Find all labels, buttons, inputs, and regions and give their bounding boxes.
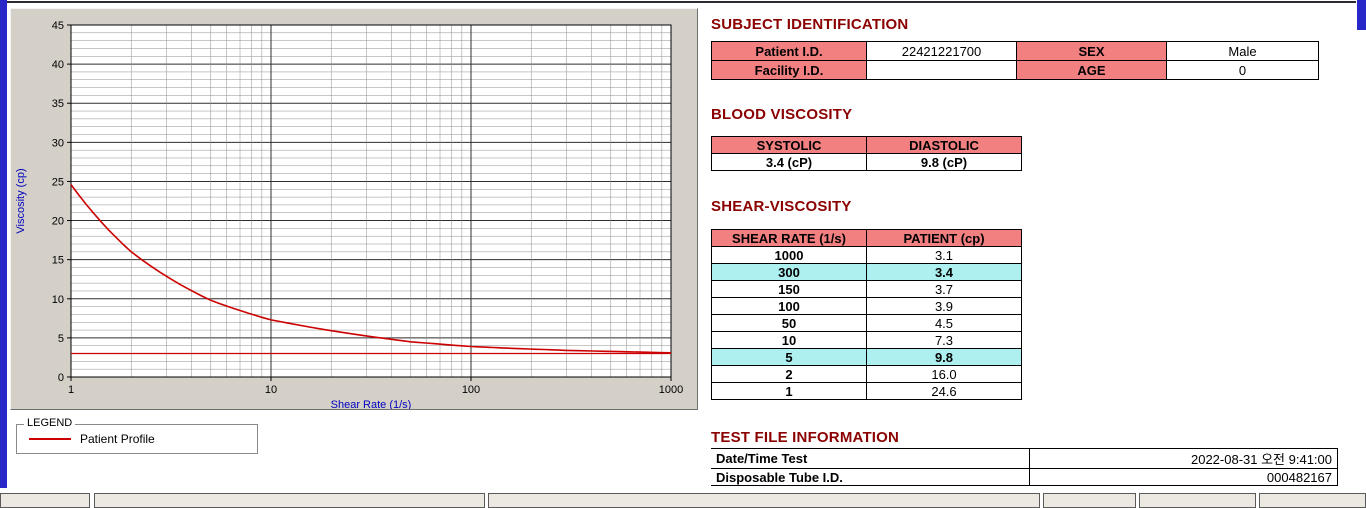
svg-text:1: 1 (68, 384, 74, 396)
test-file-information-title: TEST FILE INFORMATION (711, 429, 900, 446)
svg-text:20: 20 (52, 216, 64, 228)
svg-text:Viscosity (cp): Viscosity (cp) (15, 168, 27, 233)
patient-viscosity-cell: 3.7 (866, 280, 1022, 298)
field-label-cell: AGE (1016, 60, 1167, 80)
patient-profile-line-swatch (29, 438, 71, 440)
subject-identification-title: SUBJECT IDENTIFICATION (711, 16, 909, 33)
systolic-header-cell: SYSTOLIC (711, 136, 867, 154)
patient-viscosity-cell: 3.4 (866, 263, 1022, 281)
field-value-cell (866, 60, 1017, 80)
test-info-label-cell: Disposable Tube I.D. (711, 468, 1030, 486)
legend-title: LEGEND (24, 417, 76, 429)
test-info-value-cell: 000482167 (1029, 468, 1338, 486)
patient-viscosity-cell: 24.6 (866, 382, 1022, 400)
shear-row: 10 7.3 (711, 331, 1022, 349)
svg-text:5: 5 (58, 333, 64, 345)
subject-row: Facility I.D. AGE 0 (711, 60, 1319, 80)
test-info-value-cell: 2022-08-31 오전 9:41:00 (1029, 448, 1338, 469)
svg-text:10: 10 (52, 294, 64, 306)
shear-row: 100 3.9 (711, 297, 1022, 315)
field-label-cell: Patient I.D. (711, 41, 867, 61)
field-value-cell: 22421221700 (866, 41, 1017, 61)
diastolic-header-cell: DIASTOLIC (866, 136, 1022, 154)
field-value-cell: Male (1166, 41, 1319, 61)
patient-viscosity-cell: 3.1 (866, 246, 1022, 264)
svg-text:Shear Rate (1/s): Shear Rate (1/s) (331, 399, 412, 409)
diastolic-value-cell: 9.8 (cP) (866, 153, 1022, 171)
patient-viscosity-cell: 7.3 (866, 331, 1022, 349)
table-row: 3.4 (cP) 9.8 (cP) (711, 153, 1022, 171)
shear-row: 150 3.7 (711, 280, 1022, 298)
shear-rate-cell: 10 (711, 331, 867, 349)
subject-table: Patient I.D. 22421221700 SEX Male Facility I… (711, 41, 1319, 80)
svg-text:25: 25 (52, 176, 64, 188)
shear-row: 5 9.8 (711, 348, 1022, 366)
viscosity-chart-panel: 0 5 10 15 20 25 30 35 40 45 1 10 100 1000 Shear Rate (… (10, 8, 698, 410)
svg-text:0: 0 (58, 372, 64, 384)
patient-header-cell: PATIENT (cp) (866, 229, 1022, 247)
legend-row: Patient Profile (17, 425, 257, 453)
systolic-value-cell: 3.4 (cP) (711, 153, 867, 171)
table-row: SYSTOLIC DIASTOLIC (711, 136, 1022, 154)
shear-viscosity-title: SHEAR-VISCOSITY (711, 198, 852, 215)
shear-viscosity-table: SHEAR RATE (1/s) PATIENT (cp) 1000 3.1 300… (711, 229, 1022, 400)
bottom-bar-button[interactable] (1259, 493, 1366, 508)
svg-text:30: 30 (52, 137, 64, 149)
svg-text:35: 35 (52, 98, 64, 110)
shear-rate-cell: 50 (711, 314, 867, 332)
test-info-row: Date/Time Test 2022-08-31 오전 9:41:00 (711, 448, 1338, 469)
svg-text:1000: 1000 (659, 384, 683, 396)
shear-row: 1 24.6 (711, 382, 1022, 400)
blood-viscosity-title: BLOOD VISCOSITY (711, 106, 853, 123)
bottom-bar-button[interactable] (0, 493, 90, 508)
field-label-cell: Facility I.D. (711, 60, 867, 80)
test-file-table: Date/Time Test 2022-08-31 오전 9:41:00 Dispo… (711, 448, 1338, 486)
blood-viscosity-table: SYSTOLIC DIASTOLIC 3.4 (cP) 9.8 (cP) (711, 136, 1022, 171)
field-label-cell: SEX (1016, 41, 1167, 61)
window-frame-left (0, 0, 7, 488)
svg-text:10: 10 (265, 384, 277, 396)
shear-rate-header-cell: SHEAR RATE (1/s) (711, 229, 867, 247)
shear-rate-cell: 2 (711, 365, 867, 383)
svg-text:45: 45 (52, 20, 64, 32)
shear-row: 2 16.0 (711, 365, 1022, 383)
bottom-bar-button[interactable] (94, 493, 485, 508)
patient-viscosity-cell: 4.5 (866, 314, 1022, 332)
test-info-label-cell: Date/Time Test (711, 448, 1030, 469)
field-value-cell: 0 (1166, 60, 1319, 80)
shear-rate-cell: 1000 (711, 246, 867, 264)
bottom-bar-button[interactable] (1139, 493, 1256, 508)
patient-viscosity-cell: 3.9 (866, 297, 1022, 315)
shear-rate-cell: 100 (711, 297, 867, 315)
shear-row: 300 3.4 (711, 263, 1022, 281)
chart-legend: LEGEND Patient Profile (16, 417, 258, 454)
shear-rate-cell: 5 (711, 348, 867, 366)
shear-rate-cell: 1 (711, 382, 867, 400)
bottom-bar-button[interactable] (488, 493, 1040, 508)
window-frame-right (1357, 0, 1366, 30)
shear-row: 50 4.5 (711, 314, 1022, 332)
test-info-row: Disposable Tube I.D. 000482167 (711, 468, 1338, 486)
patient-viscosity-cell: 16.0 (866, 365, 1022, 383)
shear-viscosity-chart: 0 5 10 15 20 25 30 35 40 45 1 10 100 1000 Shear Rate (… (15, 20, 683, 409)
svg-text:40: 40 (52, 59, 64, 71)
shear-rate-cell: 300 (711, 263, 867, 281)
table-row: SHEAR RATE (1/s) PATIENT (cp) (711, 229, 1022, 247)
subject-row: Patient I.D. 22421221700 SEX Male (711, 41, 1319, 61)
window-frame-top (7, 1, 1356, 3)
svg-text:100: 100 (462, 384, 480, 396)
shear-rate-cell: 150 (711, 280, 867, 298)
svg-text:15: 15 (52, 255, 64, 267)
patient-viscosity-cell: 9.8 (866, 348, 1022, 366)
shear-row: 1000 3.1 (711, 246, 1022, 264)
bottom-bar-button[interactable] (1043, 493, 1136, 508)
legend-item-label: Patient Profile (80, 432, 155, 446)
